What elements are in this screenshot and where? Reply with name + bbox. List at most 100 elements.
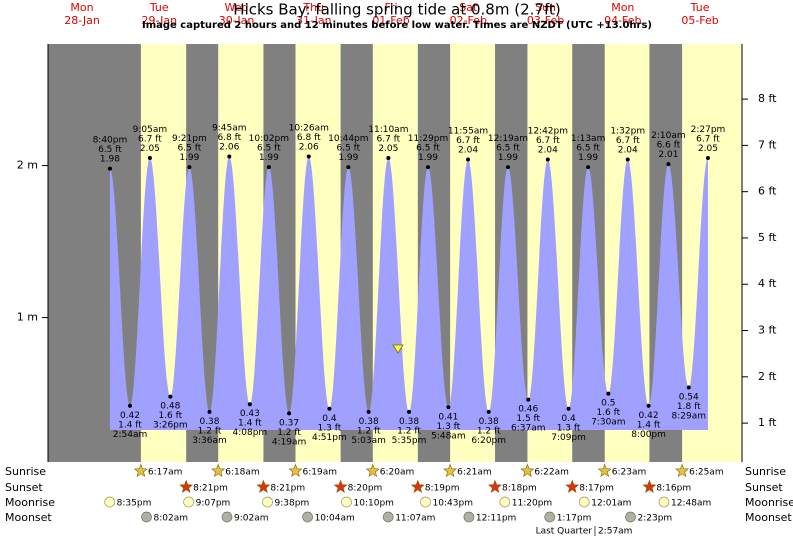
sunset-time: 8:20pm xyxy=(348,484,383,494)
tide-label: 3:36am xyxy=(192,436,227,446)
sunset-time: 8:16pm xyxy=(656,484,691,494)
tide-point xyxy=(426,165,431,170)
tide-label: 0.5 xyxy=(601,399,615,409)
moonset-icon xyxy=(221,511,233,523)
tide-label: 2.05 xyxy=(698,144,718,154)
moonrise-time: 12:48am xyxy=(671,499,711,509)
tide-label: 1.99 xyxy=(179,153,199,163)
tide-label: 6.5 ft xyxy=(178,144,202,154)
tide-point xyxy=(227,154,232,159)
moonrise-icon xyxy=(341,496,352,508)
tide-point xyxy=(287,411,292,416)
sunrise-time: 6:20am xyxy=(380,468,415,478)
tide-label: 5:03am xyxy=(351,436,386,446)
tide-label: 1.4 ft xyxy=(118,420,142,430)
moonrise-time: 11:20pm xyxy=(512,499,552,509)
tide-label: 6.5 ft xyxy=(336,144,360,154)
y2-tick-label: 5 ft xyxy=(758,231,777,244)
y2-tick-label: 4 ft xyxy=(758,277,777,290)
sunset-icon xyxy=(488,479,502,493)
tide-label: 3:26pm xyxy=(153,421,188,431)
tide-point xyxy=(545,157,550,162)
sunrise-icon xyxy=(675,463,690,477)
moonset-time: 10:04am xyxy=(315,514,355,524)
sunset-icon xyxy=(565,479,580,493)
day-weekday: Fri xyxy=(384,1,397,14)
tide-label: 6.8 ft xyxy=(297,133,321,143)
moonset-time: 9:02am xyxy=(234,514,269,524)
tide-label: 1:32pm xyxy=(610,127,645,137)
tide-point xyxy=(207,409,212,414)
tide-point xyxy=(625,157,630,162)
tide-point xyxy=(168,394,173,399)
sunset-time: 8:17pm xyxy=(579,484,614,494)
tide-label: 1.2 ft xyxy=(277,428,301,438)
tide-point xyxy=(686,385,691,390)
tide-label: 1.2 ft xyxy=(397,426,421,436)
tide-label: 1.6 ft xyxy=(596,408,620,418)
tide-point xyxy=(486,409,491,414)
tide-label: 1:13am xyxy=(571,134,606,144)
tide-point xyxy=(666,162,671,167)
moonrise-icon xyxy=(499,496,511,508)
row-label: Sunrise xyxy=(745,465,786,478)
current-level-marker xyxy=(392,344,404,354)
tide-point xyxy=(606,391,611,396)
tide-label: 0.43 xyxy=(240,409,260,419)
tide-label: 8:29am xyxy=(672,412,707,422)
tide-label: 6:37am xyxy=(511,424,546,434)
tide-label: 2:27pm xyxy=(691,125,726,135)
tide-label: 9:05am xyxy=(133,125,168,135)
tide-label: 6.7 ft xyxy=(456,136,480,146)
tide-point xyxy=(586,165,591,170)
sunset-time: 8:18pm xyxy=(502,484,537,494)
sunrise-icon xyxy=(365,463,380,477)
tide-label: 11:29pm xyxy=(408,134,448,144)
day-date: 31-Jan xyxy=(296,14,332,27)
day-date: 03-Feb xyxy=(527,14,564,27)
tide-point xyxy=(526,397,531,402)
moonset-time: 2:23pm xyxy=(637,514,672,524)
moonrise-icon xyxy=(183,496,194,508)
tide-label: 9:45am xyxy=(212,123,247,133)
day-weekday: Tue xyxy=(149,1,169,14)
tide-label: 0.4 xyxy=(561,414,576,424)
moon-phase-time: 2:57am xyxy=(598,527,633,537)
tide-point xyxy=(247,402,252,407)
tide-point xyxy=(505,165,510,170)
tide-label: 6.7 ft xyxy=(616,136,640,146)
day-weekday: Sat xyxy=(459,1,478,14)
sunrise-time: 6:25am xyxy=(689,468,724,478)
row-label: Sunrise xyxy=(5,465,46,478)
moonset-icon xyxy=(625,511,636,523)
day-date: 29-Jan xyxy=(142,14,178,27)
day-date: 02-Feb xyxy=(450,14,487,27)
day-date: 30-Jan xyxy=(219,14,255,27)
tide-label: 4:08pm xyxy=(232,428,267,438)
moonset-time: 8:02am xyxy=(154,514,189,524)
day-weekday: Mon xyxy=(70,1,93,14)
sunset-icon xyxy=(410,479,425,493)
tide-label: 7:30am xyxy=(591,418,626,428)
tide-point xyxy=(446,405,451,410)
tide-label: 2.06 xyxy=(219,142,239,152)
tide-label: 6.8 ft xyxy=(217,133,241,143)
sunrise-icon xyxy=(288,463,303,477)
moonset-time: 11:07am xyxy=(395,514,435,524)
sunrise-time: 6:22am xyxy=(534,468,569,478)
moonrise-time: 12:01am xyxy=(591,499,631,509)
tide-point xyxy=(566,406,571,411)
tide-label: 1.6 ft xyxy=(158,411,182,421)
moonrise-icon xyxy=(578,496,590,508)
y2-tick-label: 3 ft xyxy=(758,324,777,337)
tide-point xyxy=(705,156,710,160)
sunrise-time: 6:18am xyxy=(225,468,260,478)
tide-point xyxy=(346,165,351,170)
tide-point xyxy=(147,156,152,160)
tide-label: 2.06 xyxy=(299,142,319,152)
y-tick-label: 1 m xyxy=(17,311,38,324)
sunset-time: 8:21pm xyxy=(193,484,228,494)
moonset-icon xyxy=(463,511,475,523)
chart-title: Hicks Bay: falling spring tide at 0.8m (… xyxy=(233,1,560,19)
